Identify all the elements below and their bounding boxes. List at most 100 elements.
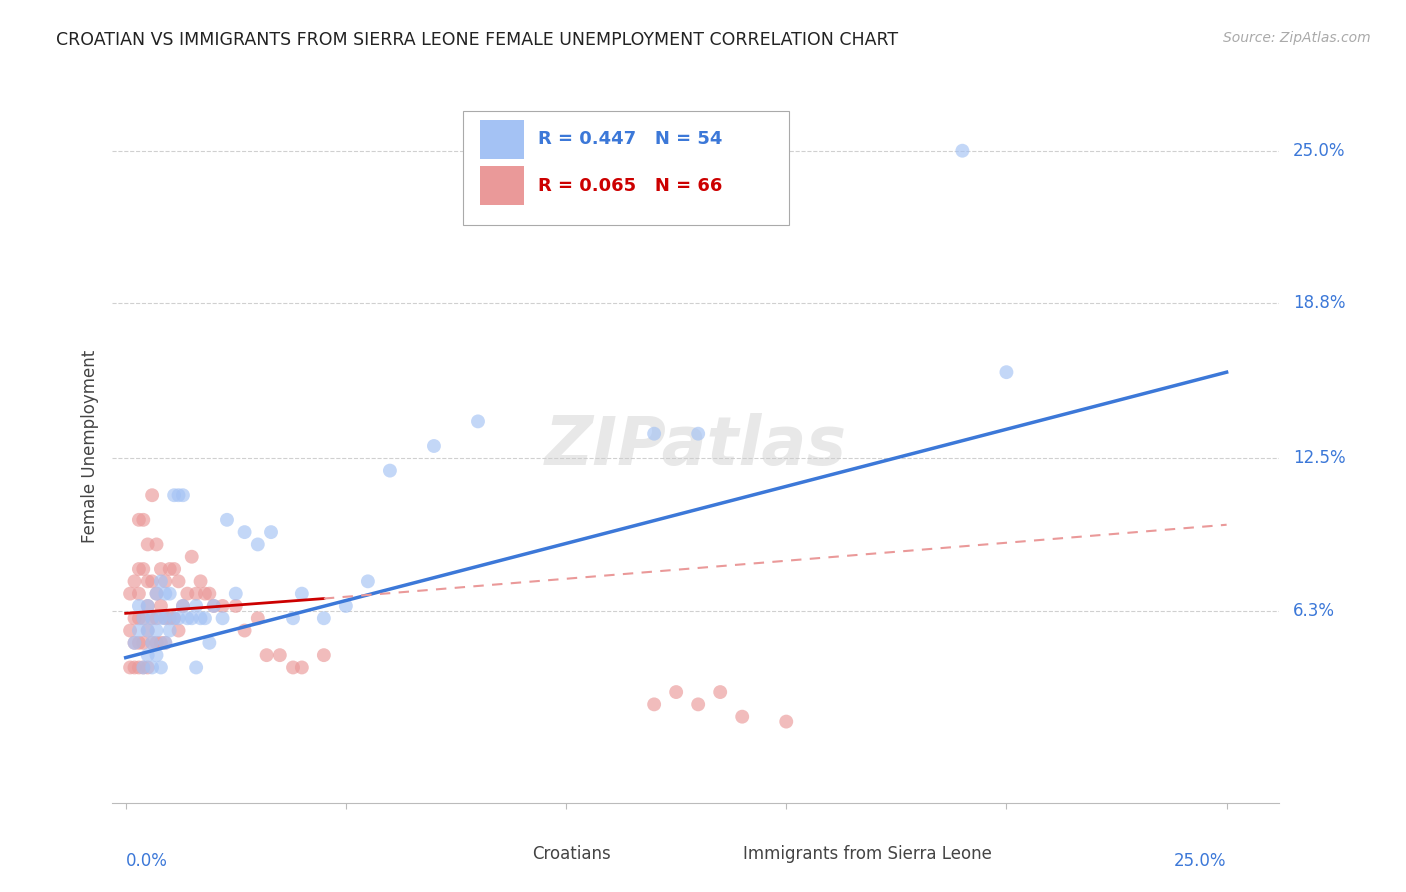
Point <box>136 648 159 662</box>
Point <box>128 562 150 576</box>
Point <box>132 636 155 650</box>
Text: R = 0.065   N = 66: R = 0.065 N = 66 <box>538 177 723 194</box>
Point <box>149 636 172 650</box>
Point <box>172 488 194 502</box>
Point <box>128 599 150 613</box>
Point <box>172 599 194 613</box>
Point <box>950 144 973 158</box>
Point <box>128 624 150 638</box>
Point <box>167 624 190 638</box>
Point <box>167 611 190 625</box>
Point <box>357 574 380 589</box>
Point <box>155 574 177 589</box>
Point <box>124 574 146 589</box>
Point <box>256 648 278 662</box>
Point <box>194 611 217 625</box>
Text: 6.3%: 6.3% <box>1292 602 1334 620</box>
Point <box>132 513 155 527</box>
Point <box>186 599 208 613</box>
Point <box>291 660 314 674</box>
Point <box>145 537 167 551</box>
Bar <box>479 166 524 205</box>
Point <box>159 587 181 601</box>
Point <box>141 611 163 625</box>
Point <box>145 611 167 625</box>
Text: 18.8%: 18.8% <box>1292 294 1346 312</box>
Point <box>312 648 335 662</box>
Point <box>202 599 225 613</box>
Y-axis label: Female Unemployment: Female Unemployment <box>80 350 98 542</box>
Point <box>141 660 163 674</box>
Point <box>163 611 186 625</box>
Point <box>335 599 357 613</box>
Point <box>128 636 150 650</box>
Point <box>149 611 172 625</box>
Point <box>128 660 150 674</box>
Point <box>225 587 247 601</box>
Point <box>136 599 159 613</box>
Text: Immigrants from Sierra Leone: Immigrants from Sierra Leone <box>742 846 991 863</box>
Point <box>215 513 238 527</box>
Point <box>775 714 797 729</box>
FancyBboxPatch shape <box>463 111 789 225</box>
Point <box>124 611 146 625</box>
Point <box>132 660 155 674</box>
Point <box>136 624 159 638</box>
Point <box>149 562 172 576</box>
Point <box>141 488 163 502</box>
Point <box>198 636 221 650</box>
Point <box>163 611 186 625</box>
Point <box>132 660 155 674</box>
Point <box>225 599 247 613</box>
Point <box>141 636 163 650</box>
Bar <box>479 120 524 159</box>
Point <box>167 488 190 502</box>
Point <box>172 599 194 613</box>
Point <box>145 587 167 601</box>
Point <box>159 624 181 638</box>
Bar <box>696 846 731 867</box>
Point <box>145 624 167 638</box>
Point <box>155 636 177 650</box>
Point <box>145 648 167 662</box>
Point <box>128 587 150 601</box>
Point <box>180 611 202 625</box>
Point <box>132 562 155 576</box>
Point <box>163 562 186 576</box>
Point <box>159 611 181 625</box>
Point <box>665 685 688 699</box>
Point <box>709 685 731 699</box>
Point <box>163 488 186 502</box>
Point <box>132 611 155 625</box>
Bar <box>486 846 520 867</box>
Point <box>378 464 401 478</box>
Point <box>136 574 159 589</box>
Point <box>149 660 172 674</box>
Point <box>186 660 208 674</box>
Point <box>120 624 142 638</box>
Point <box>124 660 146 674</box>
Point <box>233 525 256 540</box>
Point <box>124 636 146 650</box>
Point <box>688 426 710 441</box>
Point <box>141 574 163 589</box>
Text: 25.0%: 25.0% <box>1174 852 1226 870</box>
Point <box>246 537 269 551</box>
Point <box>145 587 167 601</box>
Point <box>246 611 269 625</box>
Point <box>155 611 177 625</box>
Point <box>136 599 159 613</box>
Point <box>136 537 159 551</box>
Point <box>211 611 233 625</box>
Point <box>155 587 177 601</box>
Text: R = 0.447   N = 54: R = 0.447 N = 54 <box>538 130 723 148</box>
Point <box>120 587 142 601</box>
Point <box>141 611 163 625</box>
Point <box>186 587 208 601</box>
Point <box>643 426 665 441</box>
Point <box>281 611 304 625</box>
Text: Source: ZipAtlas.com: Source: ZipAtlas.com <box>1223 31 1371 45</box>
Point <box>124 636 146 650</box>
Point <box>136 624 159 638</box>
Point <box>159 562 181 576</box>
